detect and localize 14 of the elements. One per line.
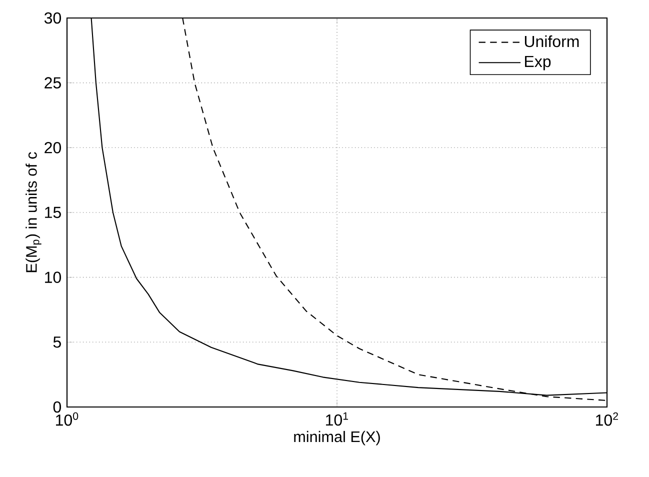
y-axis-title: E(M$_{p}$) in units of c bbox=[26, 152, 42, 272]
legend-label: Uniform bbox=[524, 35, 579, 48]
y-tick-label: 25 bbox=[44, 77, 61, 88]
x-axis-title: minimal E(X) bbox=[294, 430, 380, 446]
y-tick-label: 30 bbox=[44, 12, 62, 24]
x-tick-label: 10$^{2}$ bbox=[596, 412, 618, 426]
x-tick-label: 10$^{0}$ bbox=[56, 412, 78, 426]
legend-label: Exp bbox=[525, 56, 551, 70]
y-tick-label: 10 bbox=[45, 272, 62, 283]
y-tick-label: 20 bbox=[44, 142, 62, 154]
y-tick-label: 15 bbox=[45, 206, 61, 218]
y-tick-label: 0 bbox=[53, 401, 62, 413]
y-tick-label: 5 bbox=[53, 336, 61, 348]
x-tick-label: 10$^{1}$ bbox=[326, 412, 348, 426]
